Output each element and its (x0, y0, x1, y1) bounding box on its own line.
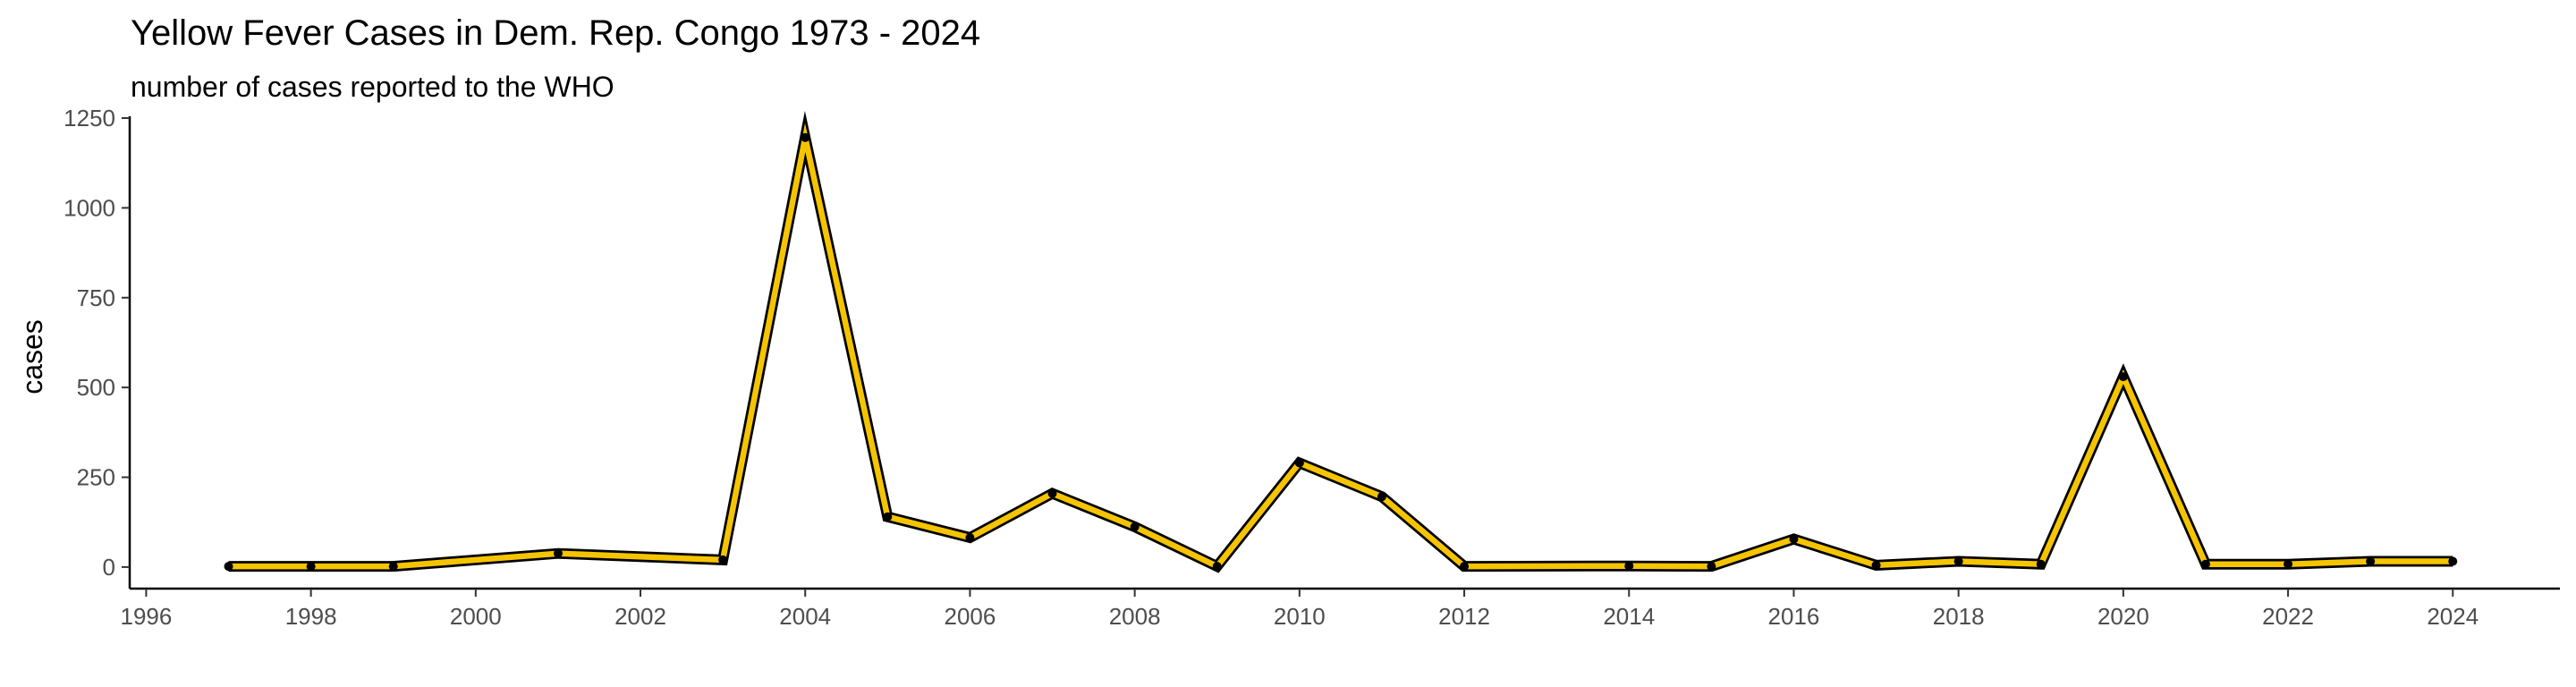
x-tick-label: 2004 (779, 603, 831, 630)
x-tick-label: 2000 (450, 603, 502, 630)
y-tick-label: 0 (103, 554, 115, 581)
data-point (801, 132, 810, 142)
chart-subtitle: number of cases reported to the WHO (131, 71, 614, 103)
chart-title: Yellow Fever Cases in Dem. Rep. Congo 19… (131, 13, 980, 53)
data-point (1789, 534, 1799, 544)
data-point (1460, 562, 1470, 572)
x-tick-label: 2024 (2427, 603, 2479, 630)
data-point (1871, 560, 1881, 570)
data-point (553, 548, 563, 558)
data-point (224, 562, 233, 572)
points-layer (224, 132, 2458, 572)
data-point (1624, 561, 1634, 571)
data-point (965, 532, 975, 542)
data-point (1130, 522, 1140, 531)
x-tick-label: 2006 (945, 603, 996, 630)
axes: 1996 1998 2000 2002 2004 2006 2008 2010 2012 2014… (64, 105, 2560, 630)
x-tick-label: 1998 (285, 603, 337, 630)
data-point (1953, 556, 1963, 566)
x-tick-label: 2002 (614, 603, 666, 630)
x-tick-label: 2018 (1933, 603, 1985, 630)
data-point (2118, 372, 2128, 382)
data-point (883, 512, 893, 522)
y-tick-label: 500 (77, 374, 115, 401)
x-tick-label: 2022 (2262, 603, 2314, 630)
data-point (306, 562, 316, 572)
data-point (718, 555, 728, 564)
data-point (2448, 556, 2458, 566)
series-line-outline (228, 110, 2453, 573)
data-point (1047, 488, 1057, 498)
data-point (1212, 562, 1222, 572)
x-tick-label: 2016 (1768, 603, 1820, 630)
data-point (2200, 559, 2210, 569)
x-tick-label: 2008 (1109, 603, 1161, 630)
x-tick-label: 2020 (2097, 603, 2149, 630)
x-tick-label: 2014 (1603, 603, 1655, 630)
data-point (388, 562, 398, 572)
series-line (228, 123, 2453, 571)
y-tick-label: 750 (77, 284, 115, 311)
data-point (1707, 562, 1716, 572)
y-tick-label: 1250 (64, 105, 115, 131)
data-point (1377, 492, 1386, 502)
y-tick-label: 1000 (64, 194, 115, 221)
x-tick-label: 2010 (1274, 603, 1326, 630)
data-point (2036, 559, 2046, 569)
data-point (2366, 556, 2376, 566)
line-layer (228, 110, 2453, 573)
x-tick-label: 2012 (1438, 603, 1490, 630)
y-tick-label: 250 (77, 464, 115, 491)
data-point (1294, 458, 1304, 468)
data-point (2284, 559, 2293, 569)
x-tick-label: 1996 (120, 603, 172, 630)
y-axis-label: cases (16, 319, 48, 394)
